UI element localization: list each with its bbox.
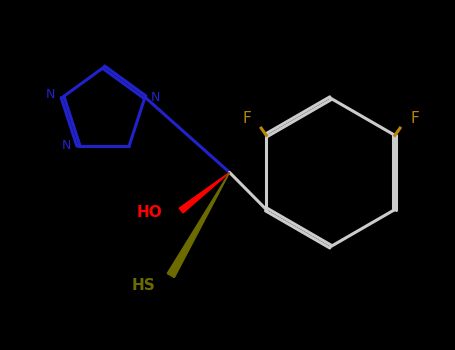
Text: N: N xyxy=(46,88,56,100)
Polygon shape xyxy=(167,173,230,278)
Text: HO: HO xyxy=(137,205,162,220)
Text: F: F xyxy=(242,111,251,126)
Polygon shape xyxy=(179,173,230,213)
Text: N: N xyxy=(151,91,161,104)
Text: HS: HS xyxy=(131,278,155,293)
Text: N: N xyxy=(62,139,71,152)
Text: F: F xyxy=(410,111,419,126)
